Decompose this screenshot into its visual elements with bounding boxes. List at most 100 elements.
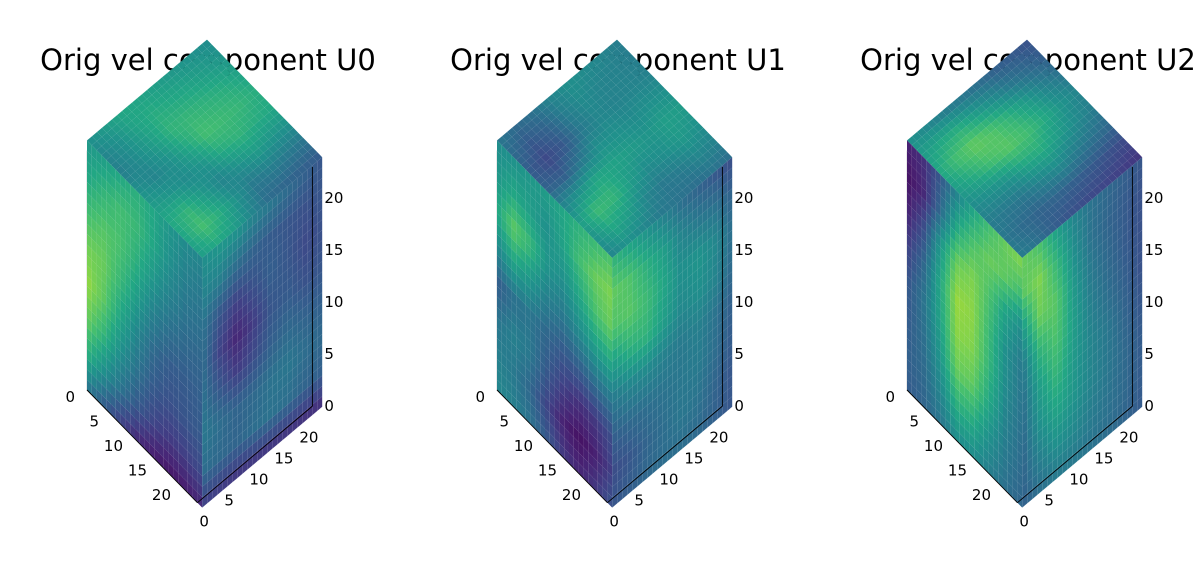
voxel-top <box>135 176 145 186</box>
voxel-right <box>252 253 258 268</box>
voxel-left <box>197 429 203 446</box>
voxel-top <box>273 140 284 150</box>
voxel-left <box>516 274 521 290</box>
voxel-top <box>576 78 587 88</box>
voxel-left <box>578 400 584 416</box>
voxel-right <box>282 321 288 337</box>
voxel-right <box>232 374 238 389</box>
voxel-left <box>521 216 526 233</box>
voxel-top <box>633 173 644 183</box>
voxel-left <box>516 180 521 197</box>
voxel-left <box>583 311 589 328</box>
voxel-top <box>180 129 191 139</box>
voxel-top <box>584 188 594 198</box>
voxel-left <box>130 382 135 398</box>
voxel-left <box>554 292 560 309</box>
voxel-right <box>272 382 278 397</box>
voxel-left <box>168 348 174 364</box>
voxel-top <box>201 48 212 58</box>
voxel-right <box>272 413 278 428</box>
voxel-left <box>588 254 593 270</box>
voxel-left <box>540 267 545 283</box>
voxel-left <box>593 384 598 400</box>
voxel-top <box>187 52 197 62</box>
voxel-top <box>634 155 644 165</box>
voxel-right <box>317 365 323 380</box>
voxel-left <box>101 279 107 296</box>
voxel-right <box>227 347 233 362</box>
voxel-left <box>569 265 574 282</box>
voxel-left <box>163 447 169 463</box>
voxel-right <box>247 351 253 366</box>
voxel-right <box>247 340 253 356</box>
voxel-top <box>195 134 205 144</box>
voxel-top <box>579 192 589 202</box>
voxel-top <box>608 185 619 195</box>
voxel-top <box>522 115 532 125</box>
voxel-left <box>159 421 164 438</box>
voxel-left <box>593 352 598 369</box>
voxel-left <box>144 272 150 288</box>
voxel-top <box>594 179 604 189</box>
voxel-left <box>554 365 560 381</box>
voxel-left <box>197 492 203 508</box>
voxel-top <box>282 177 293 187</box>
voxel-top <box>164 169 175 179</box>
voxel-left <box>91 207 97 223</box>
voxel-right <box>317 240 323 255</box>
voxel-top <box>201 76 211 86</box>
voxel-right <box>252 451 258 466</box>
voxel-top <box>184 152 195 162</box>
voxel-top <box>234 110 245 120</box>
voxel-left <box>178 295 183 312</box>
voxel-top <box>178 211 189 221</box>
voxel-left <box>139 298 145 314</box>
voxel-top <box>185 106 196 116</box>
voxel-left <box>115 273 121 290</box>
voxel-right <box>217 418 223 433</box>
voxel-right <box>312 203 318 218</box>
voxel-right <box>237 297 243 312</box>
voxel-left <box>139 402 145 418</box>
voxel-right <box>272 205 278 220</box>
voxel-top <box>106 137 117 147</box>
voxel-left <box>163 291 169 307</box>
voxel-top <box>267 171 278 181</box>
voxel-left <box>511 311 517 327</box>
voxel-right <box>257 374 263 389</box>
voxel-left <box>178 243 183 260</box>
voxel-top <box>644 128 655 138</box>
voxel-top <box>194 143 205 153</box>
voxel-left <box>506 264 512 280</box>
voxel-left <box>497 182 502 198</box>
voxel-top <box>245 83 255 93</box>
voxel-right <box>292 407 298 422</box>
voxel-top <box>293 141 303 151</box>
voxel-left <box>192 362 198 378</box>
voxel-left <box>183 384 188 400</box>
voxel-left <box>106 264 111 280</box>
voxel-right <box>277 294 283 310</box>
voxel-left <box>607 284 613 300</box>
voxel-left <box>159 442 164 458</box>
voxel-top <box>606 71 617 81</box>
voxel-top <box>116 156 126 166</box>
voxel-top <box>697 155 708 165</box>
voxel-top <box>640 69 651 79</box>
voxel-top <box>229 141 239 151</box>
voxel-left <box>135 220 140 236</box>
voxel-top <box>639 141 649 151</box>
voxel-left <box>516 295 521 311</box>
voxel-top <box>116 120 127 130</box>
voxel-top <box>189 184 199 194</box>
voxel-left <box>583 228 589 244</box>
voxel-top <box>219 122 230 132</box>
voxel-left <box>530 174 536 190</box>
voxel-top <box>584 178 595 188</box>
voxel-left <box>506 202 512 218</box>
voxel-top <box>214 127 225 137</box>
voxel-top <box>259 98 270 108</box>
voxel-top <box>141 99 152 109</box>
voxel-top <box>639 123 650 133</box>
voxel-top <box>618 204 628 214</box>
